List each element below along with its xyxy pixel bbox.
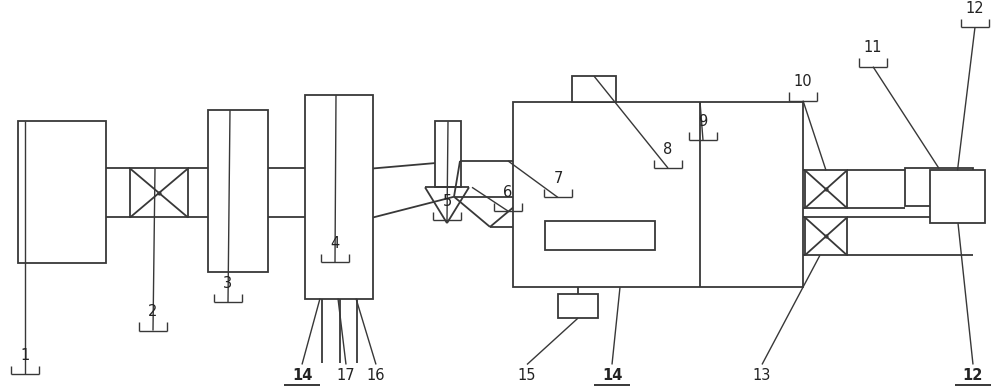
Text: 3: 3: [223, 276, 233, 291]
Text: 15: 15: [518, 368, 536, 382]
Bar: [805, 170, 847, 208]
Text: 2: 2: [148, 304, 158, 319]
Text: 14: 14: [292, 368, 312, 382]
Text: 5: 5: [442, 194, 452, 209]
Bar: [572, 76, 616, 102]
Text: 4: 4: [330, 236, 340, 251]
Bar: [435, 121, 461, 187]
Text: 14: 14: [602, 368, 622, 382]
Bar: [130, 168, 188, 217]
Text: 8: 8: [663, 142, 673, 157]
Bar: [513, 102, 803, 287]
Text: 6: 6: [503, 185, 513, 200]
Bar: [558, 294, 598, 318]
Bar: [305, 95, 373, 298]
Text: 1: 1: [20, 348, 30, 363]
Text: 9: 9: [698, 114, 708, 129]
Text: 17: 17: [337, 368, 355, 382]
Text: 12: 12: [966, 1, 984, 16]
Bar: [905, 168, 973, 206]
Bar: [545, 221, 655, 249]
Text: 12: 12: [963, 368, 983, 382]
Bar: [930, 170, 985, 223]
Text: 10: 10: [794, 74, 812, 89]
Text: 7: 7: [553, 171, 563, 186]
Text: 13: 13: [753, 368, 771, 382]
Text: 11: 11: [864, 40, 882, 55]
Bar: [805, 217, 847, 255]
Bar: [18, 121, 106, 263]
Text: 16: 16: [367, 368, 385, 382]
Bar: [208, 110, 268, 272]
